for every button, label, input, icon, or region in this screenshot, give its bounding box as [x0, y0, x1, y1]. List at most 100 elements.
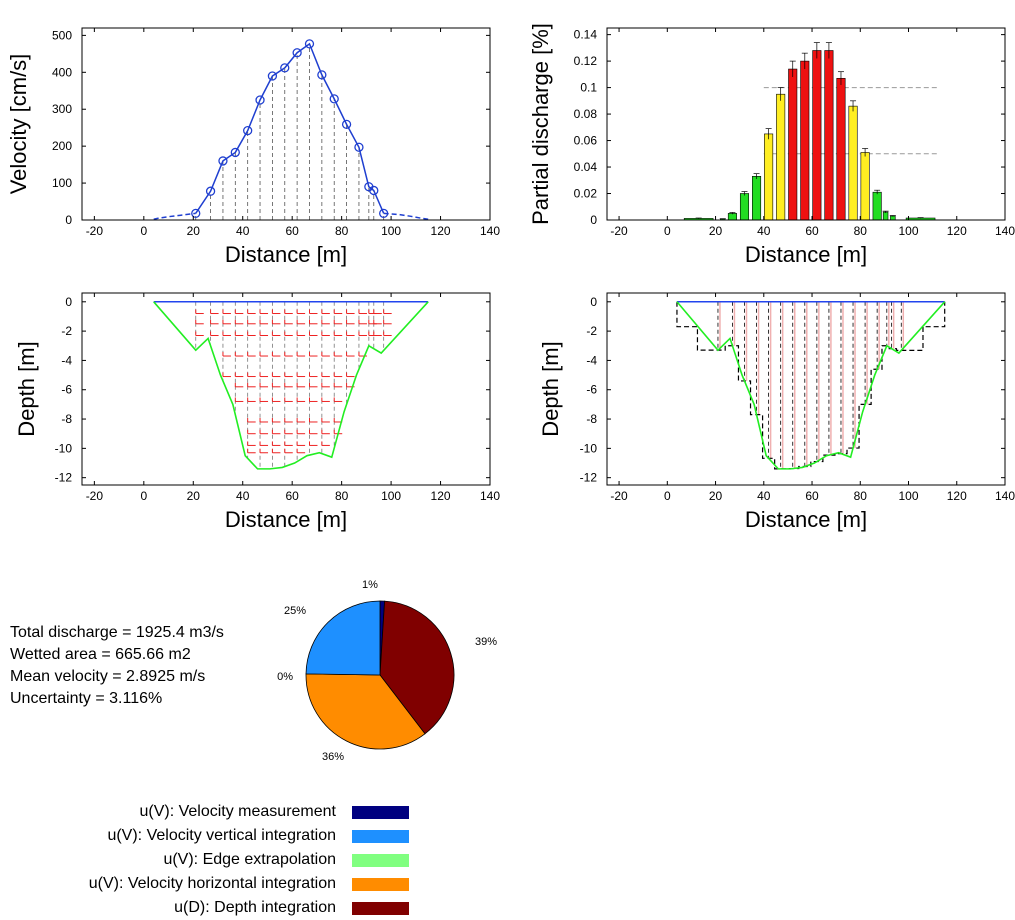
y-tick-label: -2 [61, 324, 72, 338]
x-tick-label: 80 [335, 489, 349, 503]
x-tick-label: 120 [431, 489, 451, 503]
x-tick-label: 20 [709, 224, 723, 238]
y-tick-label: 0.14 [574, 28, 598, 42]
legend-item: u(V): Velocity horizontal integration [0, 872, 420, 896]
x-tick-label: 0 [140, 224, 147, 238]
pie-slice-label: 1% [362, 579, 378, 591]
x-tick-label: 120 [947, 489, 967, 503]
discharge-bar [882, 211, 889, 221]
x-tick-label: 40 [236, 489, 250, 503]
legend-label: u(V): Velocity vertical integration [107, 827, 336, 844]
discharge-bar [727, 213, 737, 221]
y-tick-label: -6 [61, 383, 72, 397]
x-tick-label: -20 [86, 224, 104, 238]
extrapolated-velocity-line [153, 212, 196, 220]
legend-item: u(V): Edge extrapolation [0, 848, 420, 872]
velocity-point [230, 147, 240, 158]
velocity-point [329, 94, 339, 104]
discharge-bar [860, 152, 870, 221]
y-tick-label: 0.12 [574, 54, 598, 68]
legend-swatch [352, 878, 409, 891]
x-tick-label: 100 [381, 489, 401, 503]
y-tick-label: 400 [52, 65, 72, 79]
legend-swatch [352, 806, 409, 819]
pie-slice-label: 36% [322, 751, 344, 763]
y-tick-label: -12 [55, 471, 73, 485]
pie-slice [305, 600, 381, 676]
legend-label: u(V): Velocity measurement [139, 803, 336, 820]
pie-slice-label: 0% [277, 671, 293, 683]
plot-frame [606, 292, 1006, 486]
plot-frame [606, 27, 1006, 221]
x-tick-label: 120 [431, 224, 451, 238]
wetted-area-text: Wetted area = 665.66 m2 [10, 646, 191, 663]
total-discharge-text: Total discharge = 1925.4 m3/s [10, 624, 224, 641]
discharge-bar [824, 50, 834, 221]
y-tick-label: -10 [55, 441, 73, 455]
x-tick-label: 0 [664, 224, 671, 238]
y-tick-label: 0.02 [574, 187, 598, 201]
y-axis-label: Partial discharge [%] [528, 23, 553, 225]
discharge-bar [739, 193, 750, 221]
x-tick-label: 140 [480, 489, 500, 503]
x-axis-label: Distance [m] [225, 507, 347, 532]
x-tick-label: 40 [757, 224, 771, 238]
y-tick-label: 0 [65, 295, 72, 309]
x-axis-label: Distance [m] [225, 242, 347, 267]
x-tick-label: 140 [480, 224, 500, 238]
legend-item: u(D): Depth integration [0, 896, 420, 920]
legend-swatch [352, 854, 409, 867]
discharge-bar [872, 191, 882, 221]
x-tick-label: 40 [757, 489, 771, 503]
pie-slice [379, 600, 455, 735]
x-tick-label: 80 [335, 224, 349, 238]
x-tick-label: 0 [664, 489, 671, 503]
y-tick-label: 0 [590, 295, 597, 309]
y-tick-label: 200 [52, 139, 72, 153]
summary-stats: Total discharge = 1925.4 m3/s Wetted are… [10, 622, 224, 710]
velocity-point [317, 70, 327, 80]
x-tick-label: 20 [709, 489, 723, 503]
y-tick-label: -12 [580, 471, 598, 485]
x-axis-label: Distance [m] [745, 242, 867, 267]
velocity-point [255, 95, 265, 105]
discharge-bar [836, 78, 846, 221]
x-axis-label: Distance [m] [745, 507, 867, 532]
x-tick-label: 140 [995, 489, 1015, 503]
x-tick-label: 20 [187, 489, 201, 503]
legend-item: u(V): Velocity vertical integration [0, 824, 420, 848]
river-bed-line [676, 301, 946, 470]
velocity-point [341, 119, 352, 130]
pie-slice-label: 39% [475, 636, 497, 648]
uncertainty-text: Uncertainty = 3.116% [10, 690, 163, 707]
depth-panel-outline [676, 301, 946, 470]
x-tick-label: 60 [286, 489, 300, 503]
velocity-point [304, 39, 315, 49]
x-tick-label: -20 [610, 489, 628, 503]
legend-label: u(D): Depth integration [174, 899, 336, 916]
y-tick-label: 0 [65, 213, 72, 227]
y-axis-label: Depth [m] [14, 341, 39, 436]
velocity-point [191, 208, 201, 219]
discharge-bar [848, 105, 858, 221]
x-tick-label: 60 [286, 224, 300, 238]
velocity-line [195, 42, 385, 214]
discharge-bar [776, 93, 786, 221]
y-tick-label: 0.06 [574, 134, 598, 148]
discharge-bar [800, 60, 810, 221]
y-tick-label: -4 [586, 353, 597, 367]
x-tick-label: 120 [947, 224, 967, 238]
mean-velocity-text: Mean velocity = 2.8925 m/s [10, 668, 206, 685]
y-tick-label: -2 [586, 324, 597, 338]
y-tick-label: 0.04 [574, 160, 598, 174]
y-tick-label: -4 [61, 353, 72, 367]
velocity-point [243, 125, 253, 136]
discharge-bar [788, 68, 798, 221]
legend-label: u(V): Edge extrapolation [163, 851, 336, 868]
x-tick-label: 0 [140, 489, 147, 503]
x-tick-label: -20 [610, 224, 628, 238]
x-tick-label: 60 [805, 224, 819, 238]
x-tick-label: 20 [187, 224, 201, 238]
y-tick-label: -10 [580, 441, 598, 455]
